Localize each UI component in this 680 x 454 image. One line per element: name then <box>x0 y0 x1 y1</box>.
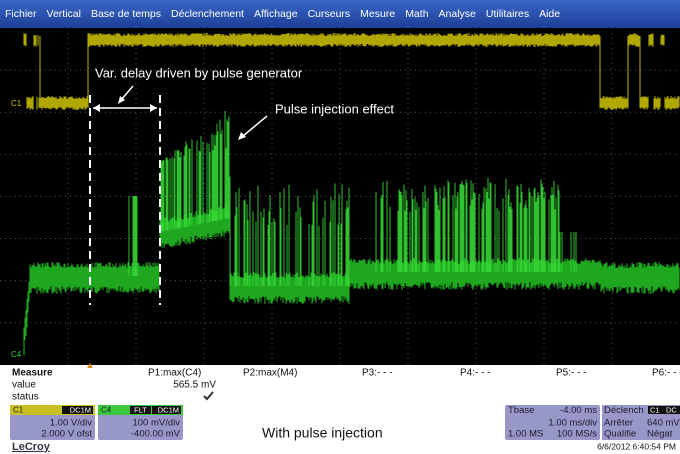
menu: Fichier Vertical Base de temps Déclenchemen… <box>5 8 560 20</box>
channel-offset: 2.000 V ofst <box>41 429 92 440</box>
menu-item[interactable]: Vertical <box>47 8 81 20</box>
trigger-level: 640 mV <box>647 418 680 429</box>
timebase-scale: 1.00 ms/div <box>548 418 597 429</box>
annotation: Pulse injection effect <box>275 101 394 116</box>
channel-name: C1 <box>13 406 24 415</box>
menu-item[interactable]: Base de temps <box>91 8 161 20</box>
channel-marker: C1 <box>11 99 22 108</box>
c4-spikes <box>128 110 577 286</box>
trigger-source: C1 <box>650 405 660 414</box>
grid <box>0 28 680 365</box>
pointer <box>242 115 268 137</box>
param-name: P5:- - - <box>556 368 587 379</box>
c1-trace <box>23 33 680 110</box>
arrow-heads <box>93 104 157 112</box>
status-check <box>203 391 214 401</box>
menu-item[interactable]: Utilitaires <box>486 8 529 20</box>
c4-band <box>23 205 680 356</box>
channel-marker: C4 <box>11 350 22 359</box>
waveforms <box>23 33 680 356</box>
trigger-slope: Négat <box>647 429 673 440</box>
param-name: P3:- - - <box>362 368 393 379</box>
menu-item[interactable]: Analyse <box>439 8 477 20</box>
timebase-delay: -4.00 ms <box>560 405 597 416</box>
trigger-mode: Arrêter <box>604 418 633 429</box>
coupling: DC1M <box>70 405 91 414</box>
timestamp: 6/6/2012 6:40:54 PM <box>597 441 676 451</box>
param-name: P2:max(M4) <box>243 368 297 379</box>
timebase-box <box>505 405 600 440</box>
trigger-pos <box>87 363 93 368</box>
channel-scale: 100 mV/div <box>132 418 180 429</box>
flag-box <box>130 406 151 414</box>
trigger-coupling: DC <box>666 405 677 414</box>
pointer <box>120 85 134 101</box>
timebase-rate: 100 MS/s <box>557 429 597 440</box>
param-name: P6:- - - <box>652 368 680 379</box>
param-value: 565.5 mV <box>173 380 216 391</box>
pointer-head <box>238 132 246 140</box>
menu-item[interactable]: Fichier <box>5 8 37 20</box>
channel-offset: -400.00 mV <box>131 429 181 440</box>
coupling-box <box>152 406 181 414</box>
trigger-title: Déclench <box>604 405 644 416</box>
menu-item[interactable]: Affichage <box>254 8 298 20</box>
menu-item[interactable]: Math <box>405 8 429 20</box>
annotation: Var. delay driven by pulse generator <box>95 65 303 80</box>
param-name: P1:max(C4) <box>148 368 201 379</box>
menu-item[interactable]: Mesure <box>360 8 395 20</box>
timebase-title: Tbase <box>508 405 534 416</box>
channel-header <box>10 405 95 415</box>
measure-row: value <box>12 380 36 391</box>
channel-scale: 1.00 V/div <box>50 418 92 429</box>
channel-name: C4 <box>101 406 112 415</box>
measure-title: Measure <box>12 368 53 379</box>
coupling: DC1M <box>158 405 179 414</box>
menu-bar <box>0 0 680 28</box>
menu-item[interactable]: Déclenchement <box>171 8 244 20</box>
trigger-type: Qualifie <box>604 429 636 440</box>
flags: FLT <box>134 405 147 414</box>
coupling-box <box>62 406 93 414</box>
menu-item[interactable]: Aide <box>539 8 560 20</box>
caption: With pulse injection <box>262 425 383 441</box>
brand: LeCroy <box>12 441 51 453</box>
pointer-head <box>118 96 125 104</box>
timebase-memory: 1.00 MS <box>508 429 543 440</box>
param-name: P4:- - - <box>460 368 491 379</box>
measure-row: status <box>12 392 39 403</box>
trigger-source-box <box>648 406 680 414</box>
menu-item[interactable]: Curseurs <box>308 8 351 20</box>
